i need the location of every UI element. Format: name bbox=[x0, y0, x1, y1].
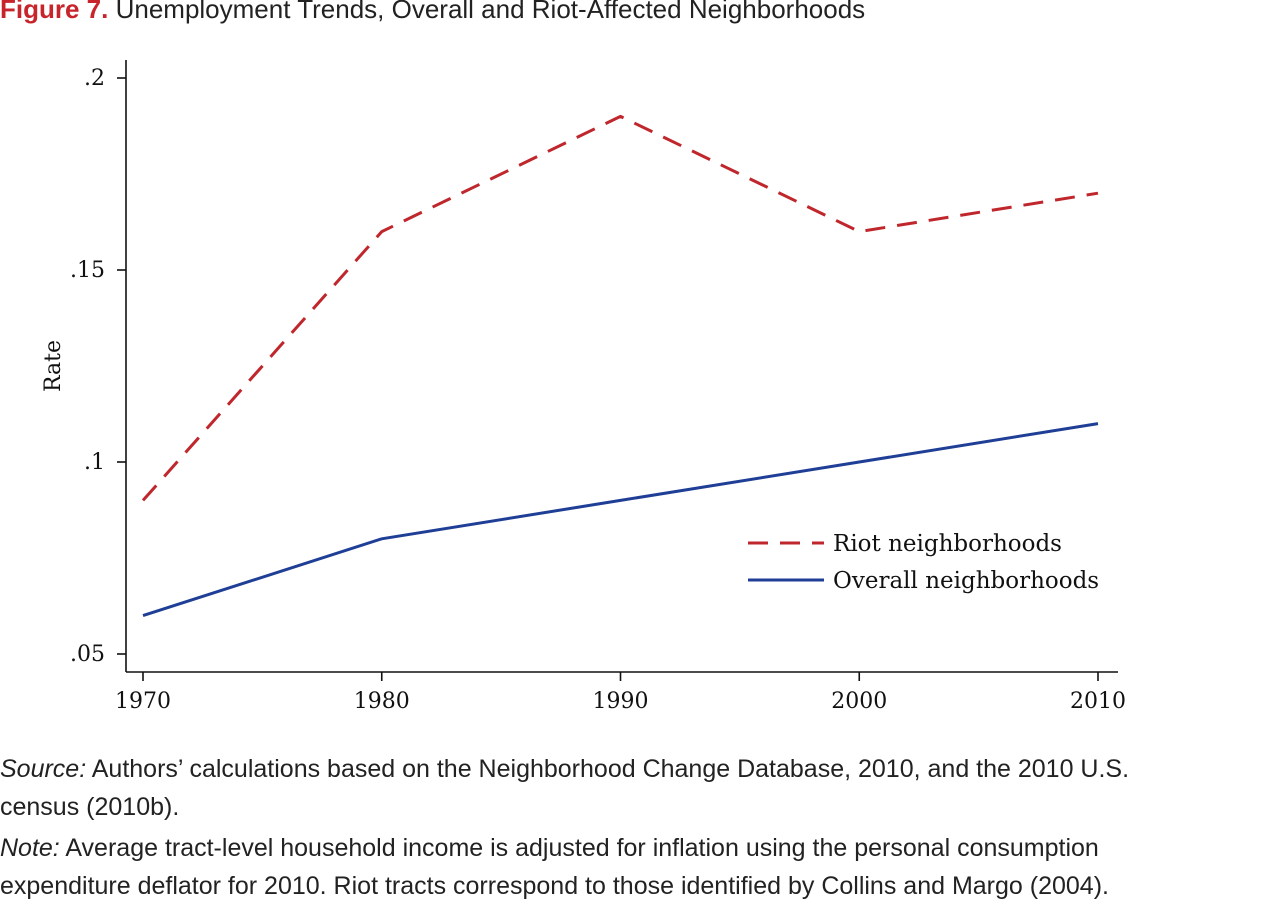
series-line-overall-neighborhoods bbox=[142, 422, 1099, 618]
legend-label-overall-neighborhoods: Overall neighborhoods bbox=[833, 568, 1099, 594]
figure-title: Figure 7. Unemployment Trends, Overall a… bbox=[0, 0, 865, 25]
y-tick-label: .15 bbox=[70, 258, 105, 283]
source-line-2: census (2010b). bbox=[0, 793, 180, 821]
x-tick-label: 1990 bbox=[593, 689, 649, 714]
source-line-1: Authors’ calculations based on the Neigh… bbox=[86, 755, 1130, 783]
note-lead: Note: bbox=[0, 834, 60, 862]
series-group bbox=[141, 114, 1099, 618]
y-axis-ticks: .05 .1 .15 .2 bbox=[70, 66, 126, 667]
chart-axes bbox=[125, 60, 1118, 673]
x-tick-label: 1980 bbox=[354, 689, 410, 714]
source-caption: Source: Authors’ calculations based on t… bbox=[0, 750, 1129, 826]
note-caption: Note: Average tract-level household inco… bbox=[0, 829, 1109, 905]
line-chart: .05 .1 .15 .2 1970 1980 1990 2000 2010 Rate Rio… bbox=[41, 60, 1126, 714]
legend-label-riot-neighborhoods: Riot neighborhoods bbox=[833, 531, 1062, 557]
note-line-1: Average tract-level household income is … bbox=[59, 834, 1099, 862]
x-tick-label: 2010 bbox=[1070, 689, 1126, 714]
x-axis-ticks: 1970 1980 1990 2000 2010 bbox=[115, 672, 1126, 714]
x-tick-label: 1970 bbox=[115, 689, 171, 714]
figure-label: Figure 7. bbox=[0, 0, 109, 24]
figure-title-text: Unemployment Trends, Overall and Riot-Af… bbox=[115, 0, 866, 24]
source-lead: Source: bbox=[0, 755, 87, 783]
y-tick-label: .2 bbox=[84, 66, 105, 91]
chart-legend: Riot neighborhoods Overall neighborhoods bbox=[748, 531, 1099, 594]
y-tick-label: .1 bbox=[84, 450, 105, 475]
x-tick-label: 2000 bbox=[831, 689, 887, 714]
y-axis-label: Rate bbox=[41, 340, 66, 392]
y-tick-label: .05 bbox=[70, 642, 105, 667]
series-line-riot-neighborhoods bbox=[141, 114, 1099, 502]
note-line-2: expenditure deflator for 2010. Riot trac… bbox=[0, 872, 1109, 900]
